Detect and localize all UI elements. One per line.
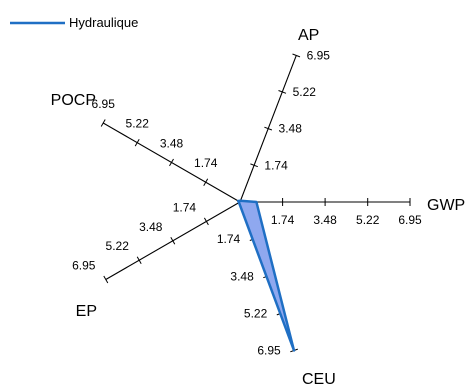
tick-mark-ep-1	[203, 217, 209, 226]
axis-label-ceu: CEU	[302, 371, 336, 385]
tick-label-ceu-2: 3.48	[230, 269, 254, 283]
tick-mark-ap-4	[292, 53, 301, 58]
tick-label-pocp-4: 6.95	[92, 97, 116, 111]
tick-label-ap-3: 5.22	[293, 85, 317, 99]
tick-label-gwp-4: 6.95	[398, 213, 422, 227]
tick-label-ceu-1: 1.74	[217, 232, 241, 246]
tick-label-pocp-2: 3.48	[160, 136, 184, 150]
tick-label-pocp-1: 1.74	[194, 156, 218, 170]
tick-label-gwp-3: 5.22	[356, 213, 380, 227]
axes-layer: 1.74 3.48 5.22 6.95 GWP 1.74 3.48 5.22 6.95 AP 1.7…	[51, 27, 466, 385]
tick-label-ceu-4: 6.95	[257, 344, 281, 358]
tick-label-gwp-2: 3.48	[313, 213, 337, 227]
tick-mark-ap-2	[264, 126, 273, 131]
tick-label-ap-1: 1.74	[264, 158, 288, 172]
tick-label-ap-2: 3.48	[279, 122, 303, 136]
legend: Hydraulique	[10, 15, 138, 30]
tick-label-pocp-3: 5.22	[126, 117, 150, 131]
axis-label-ap: AP	[298, 27, 319, 44]
tick-label-ep-3: 5.22	[106, 239, 130, 253]
tick-label-ap-4: 6.95	[307, 48, 331, 62]
tick-mark-ep-3	[136, 256, 142, 264]
axis-label-gwp: GWP	[427, 197, 465, 214]
series-hydraulique-area	[236, 199, 296, 352]
tick-label-gwp-1: 1.74	[271, 213, 295, 227]
tick-mark-ap-3	[278, 90, 287, 94]
legend-label-hydraulique: Hydraulique	[69, 15, 138, 30]
axis-label-pocp: POCP	[51, 92, 96, 109]
tick-mark-pocp-2	[169, 158, 174, 167]
tick-mark-ap-1	[250, 163, 258, 168]
tick-label-ep-4: 6.95	[72, 259, 96, 273]
tick-label-ep-2: 3.48	[139, 220, 163, 234]
tick-mark-pocp-4	[100, 119, 106, 127]
tick-mark-ep-2	[170, 237, 176, 245]
tick-mark-pocp-1	[203, 178, 209, 186]
tick-mark-ep-4	[103, 275, 109, 284]
tick-mark-pocp-3	[134, 138, 140, 147]
tick-label-ceu-3: 5.22	[244, 307, 268, 321]
axis-label-ep: EP	[76, 303, 97, 320]
tick-label-ep-1: 1.74	[173, 200, 197, 214]
series-layer	[236, 199, 296, 352]
